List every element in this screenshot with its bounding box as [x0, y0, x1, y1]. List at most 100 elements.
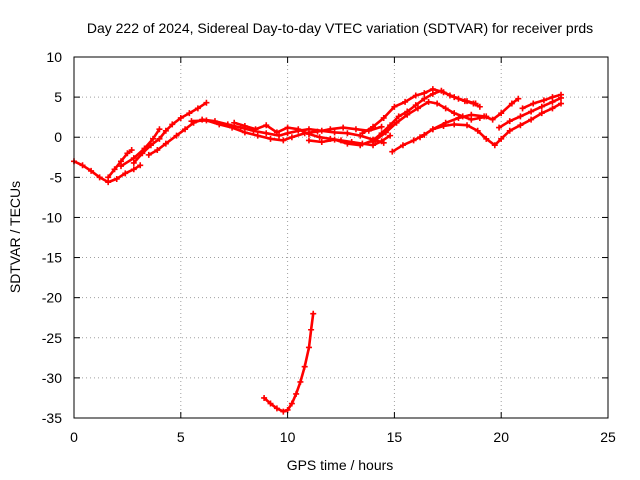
data-point	[305, 137, 312, 144]
data-point	[263, 122, 270, 129]
y-tick-label: 0	[54, 129, 62, 145]
data-point	[194, 105, 201, 112]
data-point	[370, 139, 377, 146]
data-point	[88, 167, 95, 174]
data-point	[399, 142, 406, 149]
data-point	[498, 135, 505, 142]
series-line	[119, 127, 161, 168]
data-point	[280, 408, 287, 415]
y-tick-label: 5	[54, 89, 62, 105]
data-point	[455, 114, 462, 121]
data-point	[530, 100, 537, 107]
data-point	[481, 113, 488, 120]
data-point	[470, 100, 477, 107]
data-point	[461, 98, 468, 105]
data-point	[318, 139, 325, 146]
data-point	[464, 122, 471, 129]
series-track-12	[417, 95, 522, 141]
data-point	[540, 97, 547, 104]
data-point	[156, 126, 163, 133]
data-point	[440, 89, 447, 96]
data-point	[402, 98, 409, 105]
data-point	[474, 127, 481, 134]
data-point	[380, 114, 387, 121]
series-line	[72, 160, 142, 184]
data-point	[414, 105, 421, 112]
data-point	[188, 118, 195, 125]
data-point	[498, 110, 505, 117]
data-point	[549, 105, 556, 112]
y-tick-label: -10	[42, 209, 62, 225]
y-tick-label: -5	[50, 169, 63, 185]
data-point	[305, 131, 312, 138]
data-point	[549, 94, 556, 101]
data-point	[468, 111, 475, 118]
y-tick-labels: 10 5 0 -5 -10 -15 -20 -25 -30 -35	[42, 49, 62, 426]
data-point	[391, 103, 398, 110]
data-point	[378, 138, 385, 145]
series-track-15	[261, 310, 317, 415]
data-point	[177, 114, 184, 121]
data-point	[117, 163, 124, 170]
data-point	[451, 110, 458, 117]
data-point	[216, 121, 223, 128]
series-line	[232, 121, 392, 147]
series-line	[262, 312, 315, 413]
data-point	[124, 150, 131, 157]
data-point	[442, 105, 449, 112]
series-line	[418, 97, 520, 139]
data-point	[327, 126, 334, 133]
data-point	[169, 121, 176, 128]
data-point	[280, 137, 287, 144]
y-tick-label: -35	[42, 410, 62, 426]
x-tick-labels: 0 5 10 15 20 25	[70, 429, 616, 445]
data-point	[162, 140, 169, 147]
data-point	[357, 142, 364, 149]
data-point	[387, 132, 394, 139]
data-point	[451, 94, 458, 101]
data-point	[173, 132, 180, 139]
data-point	[331, 136, 338, 143]
series-track-3	[130, 99, 210, 166]
series-line	[147, 118, 385, 157]
series-group	[71, 86, 565, 415]
data-point	[231, 119, 238, 126]
data-point	[263, 130, 270, 137]
data-point	[241, 122, 248, 129]
data-point	[284, 124, 291, 131]
data-point	[558, 91, 565, 98]
series-track-6	[188, 117, 385, 144]
data-point	[105, 174, 112, 181]
data-point	[276, 132, 283, 139]
data-point	[156, 135, 163, 142]
data-point	[113, 175, 120, 182]
y-axis-label: SDTVAR / TECUs	[7, 181, 23, 293]
x-tick-label: 20	[493, 429, 509, 445]
data-point	[254, 132, 261, 139]
data-point	[382, 129, 389, 136]
data-point	[111, 166, 118, 173]
data-point	[434, 100, 441, 107]
data-point	[316, 134, 323, 141]
data-point	[517, 122, 524, 129]
grid	[74, 57, 608, 418]
data-point	[425, 98, 432, 105]
data-point	[421, 90, 428, 97]
y-tick-label: 10	[46, 49, 62, 65]
data-point	[412, 102, 419, 109]
data-point	[506, 127, 513, 134]
series-track-2	[105, 147, 135, 181]
data-point	[378, 123, 385, 130]
data-point	[491, 142, 498, 149]
data-point	[506, 118, 513, 125]
data-point	[273, 129, 280, 136]
series-track-13	[496, 94, 565, 131]
chart-title: Day 222 of 2024, Sidereal Day-to-day VTE…	[87, 20, 593, 36]
y-tick-label: -15	[42, 250, 62, 266]
data-point	[145, 151, 152, 158]
data-point	[528, 116, 535, 123]
y-tick-label: -20	[42, 290, 62, 306]
data-point	[162, 127, 169, 134]
data-point	[288, 400, 295, 407]
